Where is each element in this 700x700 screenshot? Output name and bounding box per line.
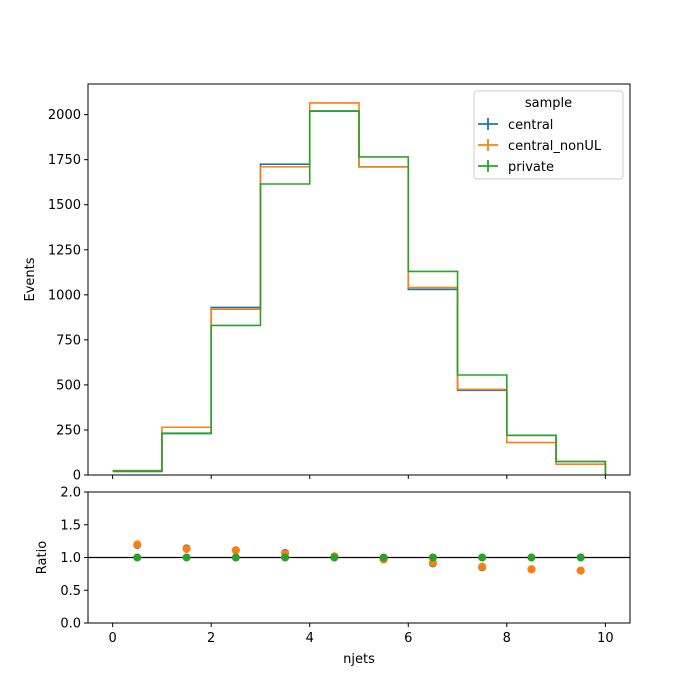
legend-label-private: private [508,160,554,175]
ratio-xtick-label: 10 [597,631,614,646]
ratio-point-private [428,553,437,562]
top-ytick-label: 1750 [48,153,81,168]
histogram-series-private [112,110,607,475]
ratio-ytick-label: 0.5 [60,584,81,599]
top-ytick-label: 750 [56,333,81,348]
ratio-ylabel: Ratio [35,541,50,574]
legend-box [473,90,624,180]
ratio-point-private [379,553,388,562]
ratio-point-central_nonUL [182,544,191,553]
ratio-xtick-label: 2 [207,631,215,646]
legend-label-central_nonUL: central_nonUL [508,139,602,154]
ratio-xtick-label: 8 [503,631,511,646]
top-ytick-label: 1500 [48,198,81,213]
top-axes-frame [87,83,631,476]
ratio-panel: 0.0 0.5 1.0 1.5 2.0 0 2 4 6 8 10 njets Ratio [35,486,631,667]
ratio-point-private [182,553,191,562]
ratio-point-private [478,553,487,562]
top-ytick-label: 500 [56,378,81,393]
legend-title: sample [525,96,572,111]
ratio-point-central_nonUL [231,546,240,555]
top-ytick-label: 0 [73,469,81,484]
top-ytick-label: 2000 [48,108,81,123]
ratio-point-central_nonUL [527,565,536,574]
ratio-xlabel: njets [343,652,375,667]
ratio-point-central_nonUL [576,566,585,575]
ratio-point-private [281,553,290,562]
ratio-point-private [576,553,585,562]
ratio-ytick-label: 2.0 [60,486,81,501]
ratio-point-private [527,553,536,562]
ratio-point-private [133,553,142,562]
ratio-xtick-label: 0 [108,631,116,646]
ratio-point-central_nonUL [133,540,142,549]
top-ytick-label: 250 [56,423,81,438]
top-ytick-label: 1000 [48,288,81,303]
ratio-point-private [231,553,240,562]
legend-label-central: central [508,118,553,133]
ratio-ytick-label: 0.0 [60,617,81,632]
ratio-xtick-label: 6 [404,631,412,646]
ratio-point-private [330,553,339,562]
ratio-ytick-label: 1.5 [60,518,81,533]
ratio-point-central_nonUL [478,562,487,571]
ratio-ytick-label: 1.0 [60,551,81,566]
top-ylabel: Events [23,257,38,301]
ratio-xtick-label: 4 [306,631,314,646]
top-ytick-label: 1250 [48,243,81,258]
